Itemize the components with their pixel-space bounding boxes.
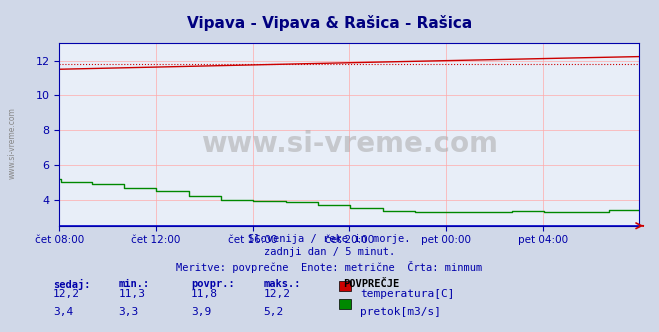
Text: povpr.:: povpr.: <box>191 279 235 289</box>
Text: 12,2: 12,2 <box>53 289 80 299</box>
Text: maks.:: maks.: <box>264 279 301 289</box>
Text: 3,4: 3,4 <box>53 307 73 317</box>
Text: pretok[m3/s]: pretok[m3/s] <box>360 307 442 317</box>
Text: www.si-vreme.com: www.si-vreme.com <box>201 129 498 158</box>
Text: Slovenija / reke in morje.: Slovenija / reke in morje. <box>248 234 411 244</box>
Text: 5,2: 5,2 <box>264 307 284 317</box>
Text: 3,3: 3,3 <box>119 307 139 317</box>
Text: POVPREČJE: POVPREČJE <box>343 279 399 289</box>
Text: Vipava - Vipava & Rašica - Rašica: Vipava - Vipava & Rašica - Rašica <box>187 15 472 31</box>
Text: 3,9: 3,9 <box>191 307 212 317</box>
Text: 11,8: 11,8 <box>191 289 218 299</box>
Text: 12,2: 12,2 <box>264 289 291 299</box>
Text: zadnji dan / 5 minut.: zadnji dan / 5 minut. <box>264 247 395 257</box>
Text: sedaj:: sedaj: <box>53 279 90 290</box>
Text: Meritve: povprečne  Enote: metrične  Črta: minmum: Meritve: povprečne Enote: metrične Črta:… <box>177 261 482 273</box>
Text: temperatura[C]: temperatura[C] <box>360 289 455 299</box>
Text: 11,3: 11,3 <box>119 289 146 299</box>
Text: min.:: min.: <box>119 279 150 289</box>
Text: www.si-vreme.com: www.si-vreme.com <box>8 107 17 179</box>
